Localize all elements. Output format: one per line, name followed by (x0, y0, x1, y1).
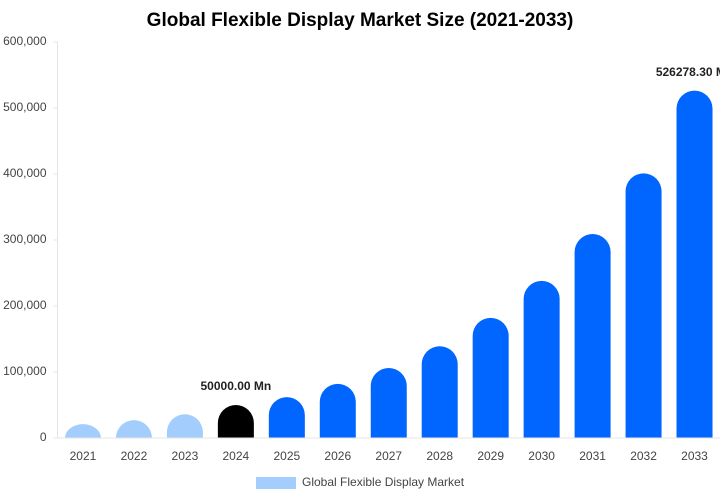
x-tick-label: 2023 (172, 449, 199, 463)
data-label: 50000.00 Mn (201, 379, 272, 393)
x-tick-label: 2029 (477, 449, 504, 463)
x-tick-label: 2030 (528, 449, 555, 463)
bar (574, 234, 611, 438)
y-tick-label: 100,000 (3, 364, 47, 378)
bar (370, 368, 407, 438)
y-tick-label: 0 (40, 430, 47, 444)
x-tick-label: 2021 (70, 449, 97, 463)
x-tick-label: 2026 (324, 449, 351, 463)
x-tick-label: 2022 (121, 449, 148, 463)
y-tick-label: 200,000 (3, 298, 47, 312)
x-tick-label: 2025 (273, 449, 300, 463)
bar (64, 424, 101, 438)
data-label: 526278.30 Mn (656, 65, 720, 79)
bar (319, 383, 356, 438)
x-tick-label: 2028 (426, 449, 453, 463)
y-tick-label: 400,000 (3, 166, 47, 180)
bar (268, 397, 305, 438)
bar (523, 280, 560, 438)
bar (625, 173, 662, 438)
y-tick-label: 500,000 (3, 100, 47, 114)
x-tick-label: 2027 (375, 449, 402, 463)
chart-title: Global Flexible Display Market Size (202… (147, 10, 574, 31)
legend-swatch (256, 477, 296, 489)
bar (166, 414, 203, 438)
bar (472, 317, 509, 438)
x-tick-label: 2031 (579, 449, 606, 463)
x-tick-label: 2033 (681, 449, 708, 463)
bar (676, 90, 713, 439)
bar (217, 405, 254, 438)
y-tick-label: 300,000 (3, 232, 47, 246)
legend-label: Global Flexible Display Market (302, 475, 465, 489)
bar (421, 346, 458, 438)
x-tick-label: 2024 (223, 449, 250, 463)
bar (115, 420, 152, 438)
y-tick-label: 600,000 (3, 34, 47, 48)
x-tick-label: 2032 (630, 449, 657, 463)
